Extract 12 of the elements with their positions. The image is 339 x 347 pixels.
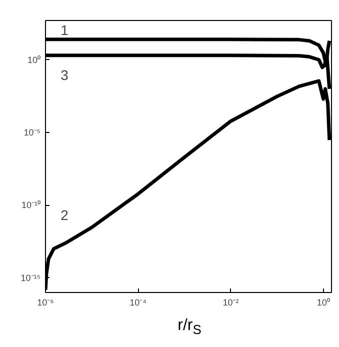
- annotation: 3: [60, 66, 69, 83]
- x-tick-label: 10⁻⁴: [130, 298, 147, 308]
- annotation: 2: [60, 207, 69, 224]
- x-tick-label: 10⁰: [316, 298, 330, 308]
- x-tick-label: 10⁻⁶: [37, 298, 54, 308]
- y-tick-label: 10⁰: [27, 54, 41, 65]
- x-tick-label: 10⁻²: [222, 298, 239, 308]
- x-axis-title: r/r$_{S}$: [176, 317, 202, 340]
- y-tick-label: 10⁻¹⁵: [20, 272, 41, 283]
- annotation: 1: [60, 22, 69, 38]
- y-tick-label: 10⁻¹⁰: [21, 200, 41, 210]
- y-tick-label: 10⁻⁵: [24, 127, 41, 138]
